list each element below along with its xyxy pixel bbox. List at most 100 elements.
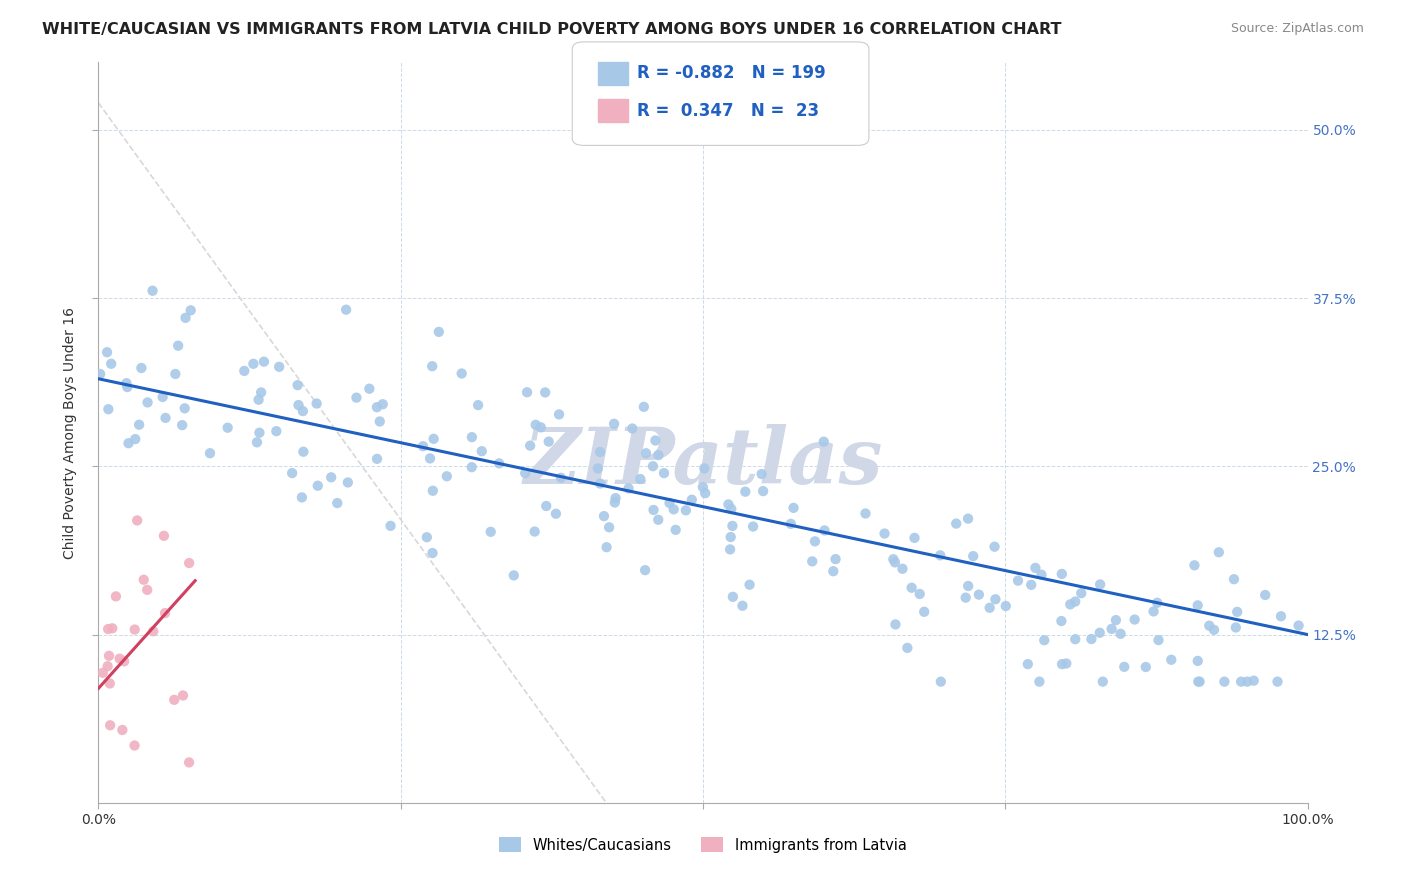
Legend: Whites/Caucasians, Immigrants from Latvia: Whites/Caucasians, Immigrants from Latvi… (494, 831, 912, 858)
Point (97, 402, 120, 417)
Point (174, 310, 197, 325)
Point (929, 674, 952, 689)
Point (1019, 578, 1042, 592)
Point (675, 503, 697, 517)
Point (979, 600, 1001, 615)
Point (692, 480, 714, 494)
Point (253, 354, 276, 368)
Point (929, 549, 952, 563)
Point (479, 524, 502, 539)
Point (97, 622, 120, 636)
Point (96, 345, 118, 359)
Point (291, 404, 314, 418)
Point (751, 467, 773, 481)
Point (115, 376, 138, 391)
Point (1064, 632, 1087, 647)
Point (813, 434, 835, 449)
Point (1135, 660, 1157, 674)
Point (136, 582, 159, 597)
Point (450, 367, 472, 381)
Point (1243, 673, 1265, 688)
Point (1225, 620, 1247, 634)
Point (882, 552, 904, 566)
Point (461, 460, 484, 475)
Point (416, 530, 439, 544)
Point (98, 676, 121, 690)
Point (1088, 577, 1111, 591)
Point (695, 486, 717, 500)
Point (665, 523, 688, 537)
Point (647, 448, 669, 462)
Point (884, 555, 907, 569)
Point (128, 417, 150, 432)
Point (1187, 654, 1209, 668)
Point (1187, 599, 1209, 613)
Point (595, 540, 617, 554)
Point (97, 659, 120, 673)
Point (198, 446, 221, 460)
Point (436, 469, 458, 483)
Point (813, 524, 835, 538)
Point (292, 444, 315, 458)
Point (124, 432, 146, 446)
Point (603, 417, 626, 431)
Point (550, 471, 572, 485)
Point (548, 408, 571, 422)
Point (1187, 674, 1209, 689)
Point (127, 513, 149, 527)
Point (422, 483, 444, 498)
Point (1024, 561, 1046, 575)
Point (359, 382, 381, 396)
Point (530, 420, 553, 434)
Point (1091, 674, 1114, 689)
Point (1288, 618, 1310, 632)
Point (100, 357, 122, 371)
Point (412, 439, 434, 453)
Point (912, 605, 935, 619)
Point (104, 590, 127, 604)
Point (101, 621, 124, 635)
Point (603, 495, 626, 509)
Point (124, 623, 146, 637)
Point (1198, 618, 1220, 632)
Point (380, 519, 402, 533)
Point (471, 444, 494, 458)
Point (1054, 657, 1077, 671)
Point (721, 519, 744, 533)
Point (124, 739, 146, 753)
Point (108, 651, 131, 665)
Point (247, 392, 270, 407)
Point (717, 497, 740, 511)
Point (98, 648, 121, 663)
Point (142, 624, 165, 639)
Point (983, 540, 1005, 554)
Point (984, 592, 1007, 607)
Point (1109, 627, 1132, 641)
Point (734, 484, 756, 499)
Point (1160, 653, 1182, 667)
Point (179, 556, 201, 570)
Point (1184, 558, 1206, 573)
Point (742, 519, 765, 533)
Point (593, 509, 616, 524)
Point (957, 511, 980, 525)
Point (1105, 613, 1128, 627)
Point (752, 484, 775, 499)
Point (250, 385, 273, 400)
Point (1050, 657, 1073, 672)
Point (366, 451, 388, 466)
Point (1147, 633, 1170, 648)
Point (1033, 633, 1056, 648)
Point (141, 284, 163, 298)
Point (1017, 657, 1039, 672)
Point (643, 503, 665, 517)
Point (720, 530, 742, 544)
Point (873, 526, 896, 541)
Point (1101, 622, 1123, 636)
Point (89, 367, 111, 381)
Point (1050, 566, 1073, 581)
Point (488, 456, 510, 470)
Point (117, 436, 139, 450)
Point (516, 385, 538, 400)
Point (132, 573, 155, 587)
